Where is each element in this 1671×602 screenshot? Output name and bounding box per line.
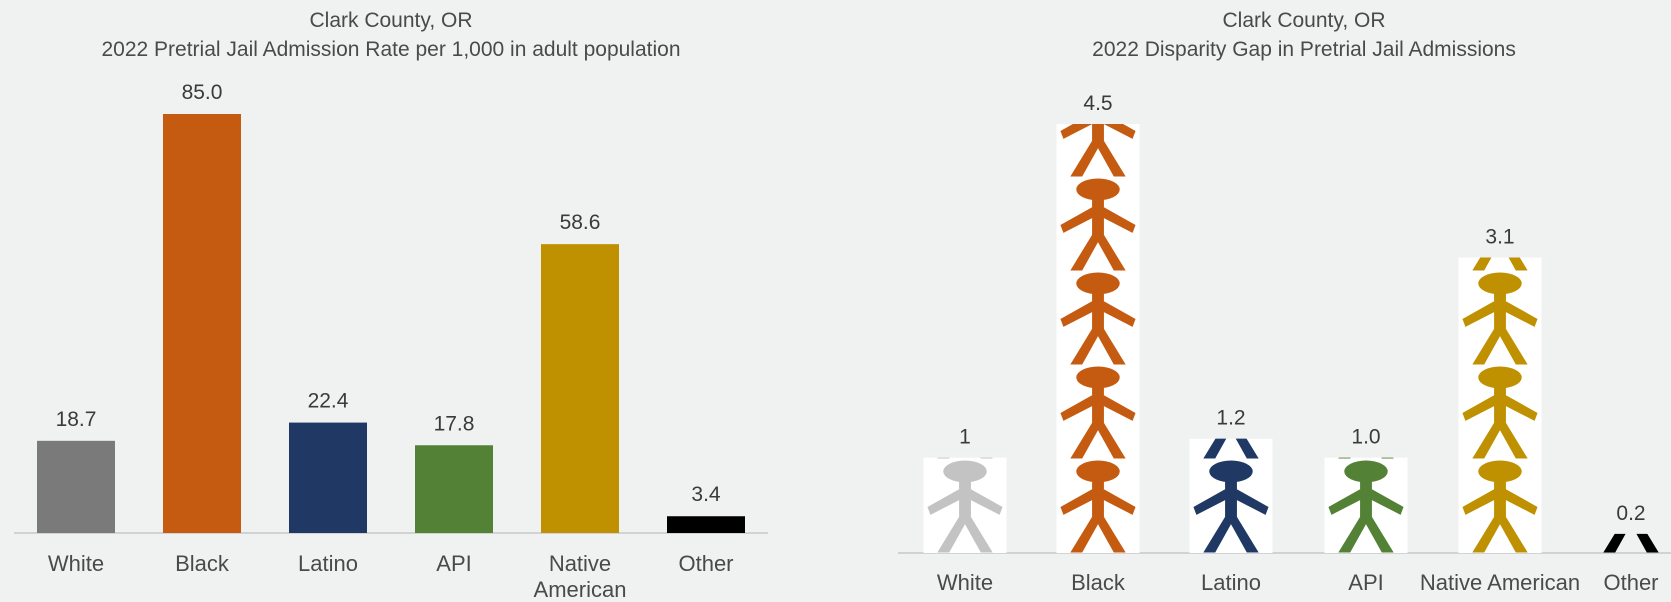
category-label-api: API bbox=[1348, 570, 1383, 595]
bar-api bbox=[415, 445, 493, 533]
data-label-other: 0.2 bbox=[1616, 502, 1645, 525]
data-label-latino: 22.4 bbox=[308, 390, 349, 413]
right-chart-title: Clark County, OR bbox=[1223, 9, 1386, 32]
data-label-native-american: 3.1 bbox=[1485, 225, 1514, 248]
bar-black bbox=[163, 114, 241, 533]
person-icon bbox=[1193, 273, 1268, 365]
data-label-white: 18.7 bbox=[56, 408, 97, 431]
pictograph-bar-latino bbox=[1189, 273, 1273, 553]
category-label-latino: Latino bbox=[298, 551, 358, 576]
data-label-api: 17.8 bbox=[434, 412, 475, 435]
data-label-white: 1 bbox=[959, 426, 971, 449]
bar-white bbox=[37, 440, 115, 533]
bar-other bbox=[667, 516, 745, 533]
right-chart-subtitle: 2022 Disparity Gap in Pretrial Jail Admi… bbox=[1092, 38, 1516, 61]
person-icon bbox=[1328, 273, 1403, 365]
right-chart: Clark County, OR 2022 Disparity Gap in P… bbox=[898, 9, 1671, 595]
data-label-api: 1.0 bbox=[1351, 426, 1380, 449]
bar-latino bbox=[289, 422, 367, 533]
pictograph-bar-native-american bbox=[1458, 85, 1542, 553]
category-label-native-american: Native American bbox=[1420, 570, 1580, 595]
category-label-api: API bbox=[436, 551, 471, 576]
left-chart-title: Clark County, OR bbox=[310, 9, 473, 32]
data-label-other: 3.4 bbox=[691, 483, 721, 506]
pictograph-bar-black bbox=[1056, 124, 1140, 553]
data-label-native-american: 58.6 bbox=[560, 211, 601, 234]
category-label-white: White bbox=[937, 570, 993, 595]
category-label-other: Other bbox=[678, 551, 733, 576]
category-label-black: Black bbox=[175, 551, 230, 576]
category-label-latino: Latino bbox=[1201, 570, 1261, 595]
pictograph-bar-api bbox=[1324, 273, 1408, 553]
person-icon bbox=[927, 273, 1002, 365]
left-chart: Clark County, OR 2022 Pretrial Jail Admi… bbox=[14, 9, 768, 602]
category-label-black: Black bbox=[1071, 570, 1126, 595]
pictograph-bar-white bbox=[923, 273, 1007, 553]
data-label-latino: 1.2 bbox=[1216, 407, 1245, 430]
data-label-black: 85.0 bbox=[182, 81, 223, 104]
left-chart-bars: 18.7 White 85.0 Black 22.4 Latino 17.8 API 58.6 N… bbox=[37, 81, 745, 602]
right-chart-pictograph-bars: 1 White 4.5 Black 1.2 Latino 1.0 API 3.1 Native A… bbox=[923, 85, 1669, 595]
left-chart-subtitle: 2022 Pretrial Jail Admission Rate per 1,… bbox=[101, 38, 680, 61]
category-label-white: White bbox=[48, 551, 104, 576]
data-label-black: 4.5 bbox=[1083, 92, 1112, 115]
person-icon bbox=[1593, 367, 1668, 459]
person-icon bbox=[1462, 85, 1537, 177]
category-label-native-american: Native American bbox=[534, 551, 627, 602]
category-label-other: Other bbox=[1603, 570, 1658, 595]
bar-native-american bbox=[541, 244, 619, 533]
